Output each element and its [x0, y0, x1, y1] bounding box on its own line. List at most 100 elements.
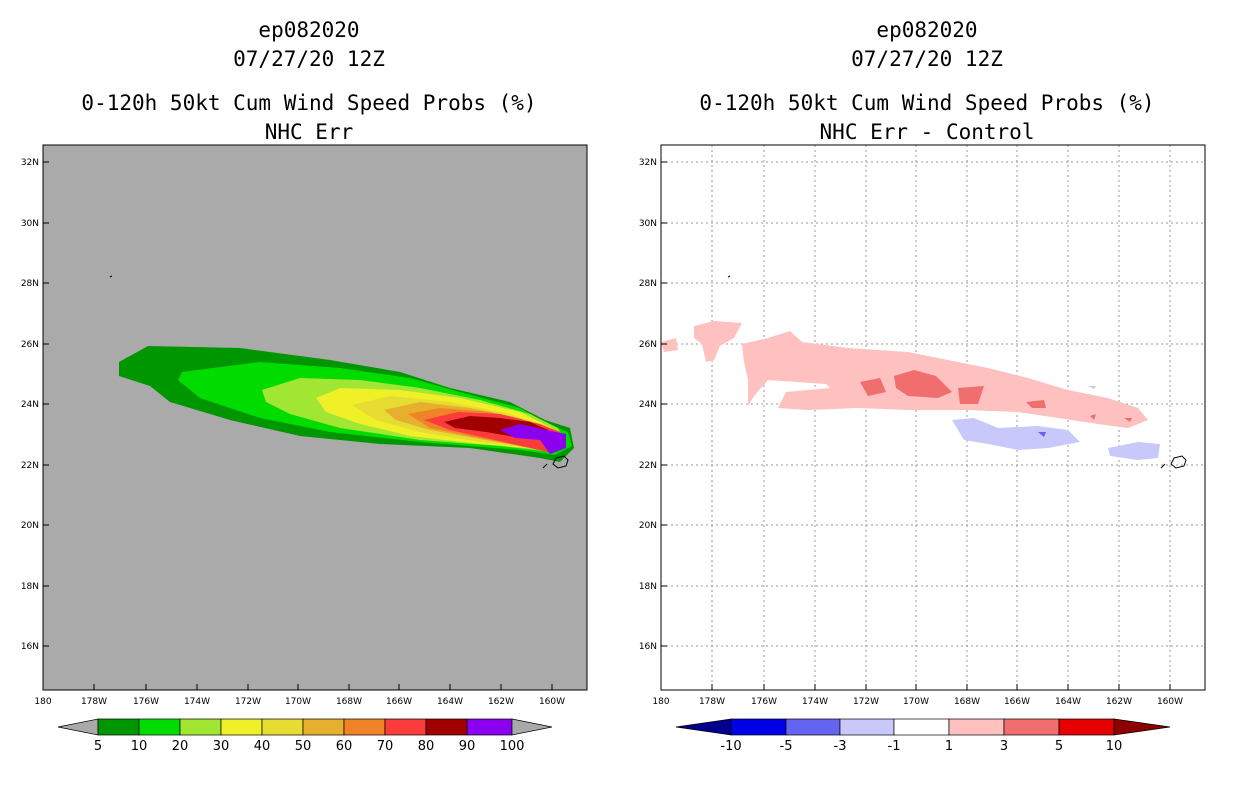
- lon-tick-label: 160W: [1157, 697, 1183, 707]
- colorbar-swatch: [302, 718, 345, 736]
- hawaii-small-island: [1160, 463, 1166, 469]
- lat-tick-label: 22N: [21, 461, 39, 471]
- right-lon-axis: 180 178W 176W 174W 172W 170W 168W 166W 1…: [652, 684, 1183, 707]
- colorbar-label: 90: [459, 739, 476, 754]
- left-title-product: 0-120h 50kt Cum Wind Speed Probs (%): [81, 91, 537, 115]
- right-colorbar-labels: -10 -5 -3 -1 1 3 5 10: [720, 739, 1122, 754]
- lat-tick-label: 22N: [639, 461, 657, 471]
- left-title-subtitle: NHC Err: [264, 120, 354, 144]
- colorbar-label: 5: [1055, 739, 1063, 754]
- colorbar-label: 100: [500, 739, 525, 754]
- lon-tick-label: 170W: [285, 697, 311, 707]
- lon-tick-label: 168W: [954, 697, 980, 707]
- colorbar-swatch: [839, 718, 895, 736]
- diff-negative-3-5: [1038, 432, 1046, 437]
- diff-positive-3-5: [1090, 414, 1096, 420]
- diff-negative-1-3: [1088, 386, 1096, 389]
- left-colorbar: [57, 718, 553, 736]
- prob-contour-90: [500, 424, 566, 454]
- lat-tick-label: 18N: [639, 582, 657, 592]
- colorbar-swatch: [179, 718, 222, 736]
- diff-positive-3-5: [1124, 418, 1132, 422]
- colorbar-label: 80: [418, 739, 435, 754]
- colorbar-label: -10: [720, 739, 741, 754]
- diff-positive-3-5: [958, 386, 984, 404]
- left-title-time: 07/27/20 12Z: [233, 47, 385, 71]
- lon-tick-label: 164W: [1055, 697, 1081, 707]
- colorbar-swatch: [730, 718, 787, 736]
- colorbar-label: 20: [172, 739, 189, 754]
- colorbar-swatch: [785, 718, 841, 736]
- lon-tick-label: 174W: [184, 697, 210, 707]
- lon-tick-label: 162W: [1106, 697, 1132, 707]
- lon-tick-label: 180: [34, 697, 51, 707]
- hawaii-coastline: [1170, 455, 1187, 469]
- colorbar-swatch: [425, 718, 468, 736]
- colorbar-label: 10: [1106, 739, 1123, 754]
- lat-tick-label: 30N: [21, 219, 39, 229]
- diff-negative-1-3: [952, 418, 1080, 450]
- colorbar-swatch: [1003, 718, 1060, 736]
- lat-tick-label: 32N: [639, 158, 657, 168]
- lat-tick-label: 28N: [21, 279, 39, 289]
- lon-tick-label: 166W: [1004, 697, 1030, 707]
- colorbar-label: -3: [834, 739, 847, 754]
- lat-tick-label: 24N: [21, 400, 39, 410]
- colorbar-label: 50: [295, 739, 312, 754]
- colorbar-label: -5: [780, 739, 793, 754]
- left-map: 32N 30N 28N 26N 24N 22N 20N 18N 16N 180 …: [21, 144, 588, 754]
- diff-positive-3-5: [860, 378, 886, 396]
- right-title-product: 0-120h 50kt Cum Wind Speed Probs (%): [699, 91, 1155, 115]
- colorbar-label: 10: [131, 739, 148, 754]
- islet-marker: [109, 275, 113, 278]
- colorbar-label: 70: [377, 739, 394, 754]
- difference-field: [661, 321, 1160, 460]
- lon-tick-label: 180: [652, 697, 669, 707]
- lat-tick-label: 16N: [21, 642, 39, 652]
- colorbar-swatch: [466, 718, 513, 736]
- colorbar-over-triangle: [511, 718, 553, 736]
- islet-marker: [727, 275, 731, 278]
- lon-tick-label: 168W: [336, 697, 362, 707]
- right-title-storm: ep082020: [876, 18, 978, 42]
- diff-positive-1-3: [742, 331, 1148, 428]
- lon-tick-label: 176W: [751, 697, 777, 707]
- lat-tick-label: 18N: [21, 582, 39, 592]
- lon-tick-label: 162W: [488, 697, 514, 707]
- colorbar-swatch: [261, 718, 304, 736]
- left-lon-axis: 180 178W 176W 174W 172W 170W 168W 166W 1…: [34, 684, 565, 707]
- colorbar-under-triangle: [675, 718, 732, 736]
- left-colorbar-labels: 5 10 20 30 40 50 60 70 80 90 100: [94, 739, 525, 754]
- lat-tick-label: 30N: [639, 219, 657, 229]
- diff-positive-3-5: [1026, 400, 1046, 408]
- lon-tick-label: 176W: [133, 697, 159, 707]
- colorbar-label: 5: [94, 739, 102, 754]
- lon-tick-label: 174W: [802, 697, 828, 707]
- colorbar-over-triangle: [1113, 718, 1171, 736]
- colorbar-label: 60: [336, 739, 353, 754]
- lat-tick-label: 32N: [21, 158, 39, 168]
- right-title-time: 07/27/20 12Z: [851, 47, 1003, 71]
- lat-tick-label: 26N: [21, 340, 39, 350]
- colorbar-swatch: [97, 718, 140, 736]
- lat-tick-label: 24N: [639, 400, 657, 410]
- lat-tick-label: 20N: [21, 521, 39, 531]
- colorbar-label: 1: [945, 739, 953, 754]
- right-colorbar: [675, 718, 1171, 736]
- colorbar-label: 30: [213, 739, 230, 754]
- probability-swath: [119, 346, 574, 462]
- hawaii-small-island: [542, 463, 548, 469]
- colorbar-swatch: [948, 718, 1005, 736]
- left-lat-axis: 32N 30N 28N 26N 24N 22N 20N 18N 16N: [21, 158, 49, 652]
- lon-tick-label: 164W: [437, 697, 463, 707]
- right-map-frame: [660, 144, 1206, 691]
- right-panel: ep082020 07/27/20 12Z 0-120h 50kt Cum Wi…: [618, 0, 1236, 800]
- lat-tick-label: 16N: [639, 642, 657, 652]
- hawaii-coastline: [552, 455, 569, 469]
- diff-positive-1-3: [694, 321, 742, 362]
- colorbar-label: 40: [254, 739, 271, 754]
- colorbar-swatch: [220, 718, 263, 736]
- right-map: 32N 30N 28N 26N 24N 22N 20N 18N 16N 180 …: [639, 144, 1206, 754]
- colorbar-label: -1: [888, 739, 901, 754]
- diff-negative-1-3: [1108, 442, 1160, 460]
